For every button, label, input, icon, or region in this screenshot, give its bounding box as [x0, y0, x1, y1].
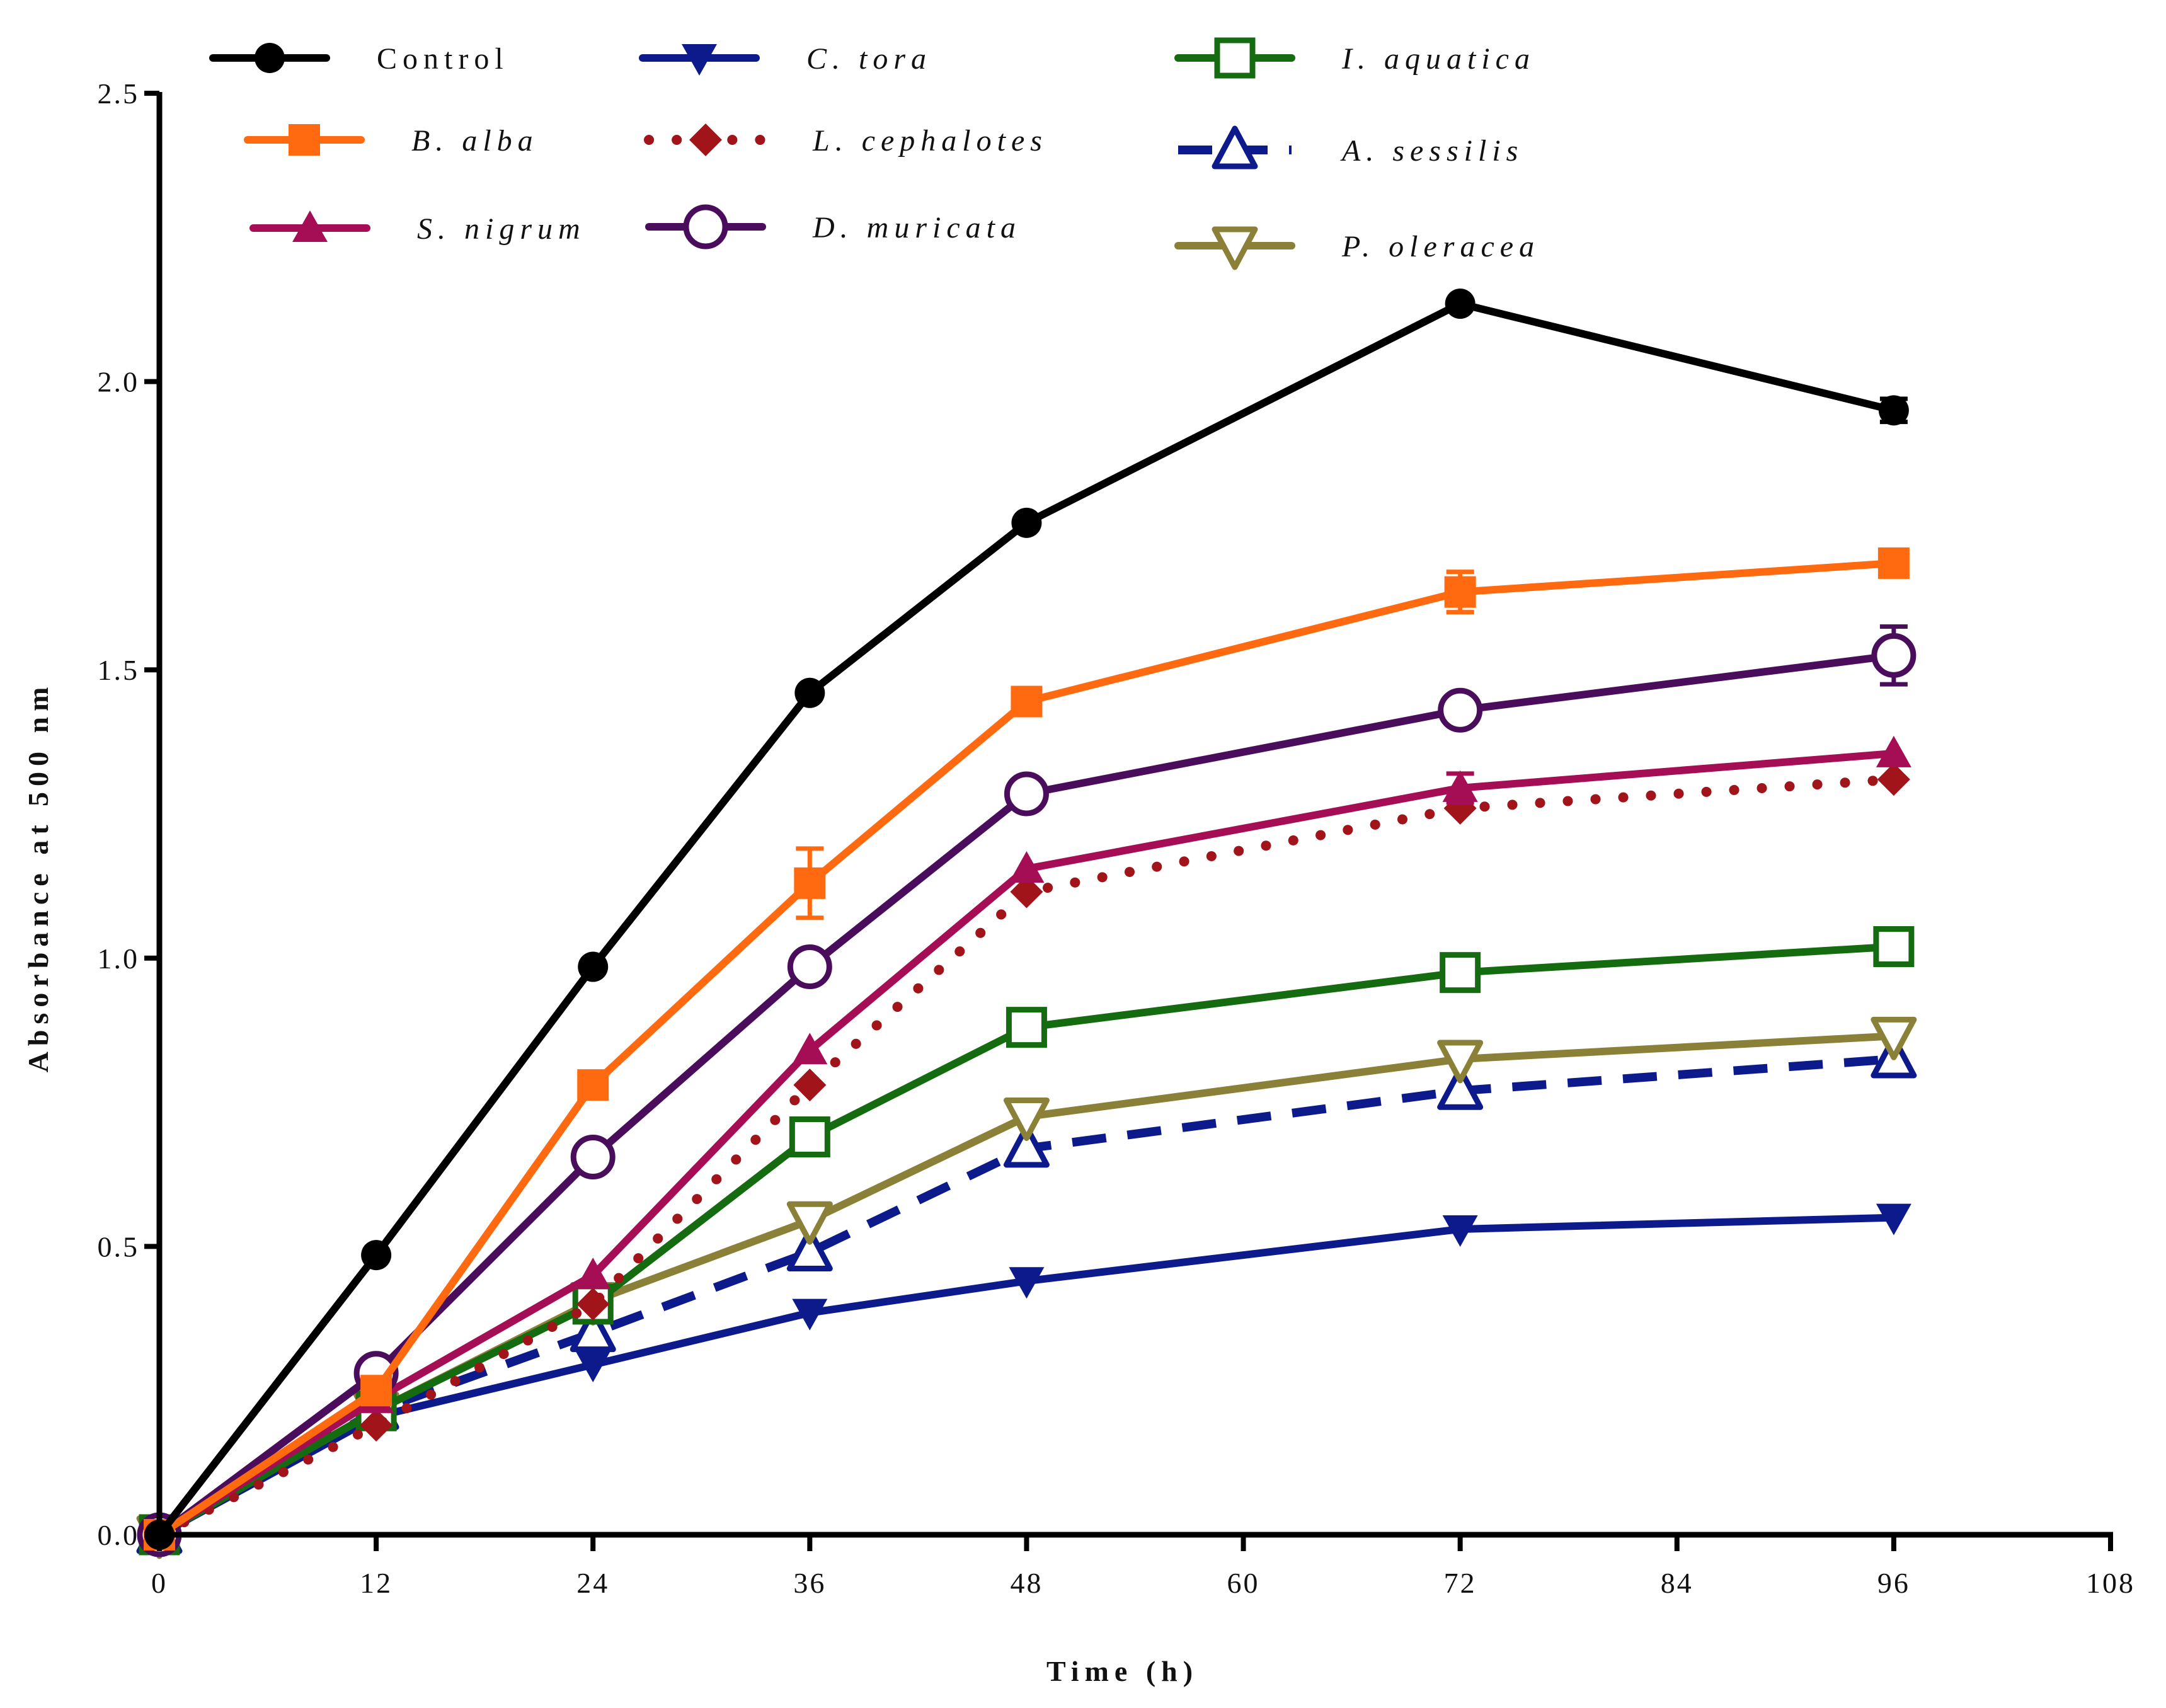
data-point-c-tora: [1876, 1203, 1911, 1235]
data-point-b-alba: [360, 1375, 393, 1407]
series-control: [144, 289, 1909, 1550]
data-point-d-muricata: [1871, 633, 1917, 678]
y-axis-title: Absorbance at 500 nm: [22, 682, 54, 1073]
legend-marker-s-nigrum: [292, 210, 328, 242]
data-point-s-nigrum: [1009, 851, 1045, 883]
legend-item-a-sessilis: A. sessilis: [1178, 125, 1523, 169]
legend-label-i-aquatica: I. aquatica: [1341, 42, 1535, 76]
data-point-d-muricata: [1004, 771, 1049, 817]
legend-marker-a-sessilis: [1212, 125, 1258, 169]
data-point-s-nigrum: [1442, 770, 1478, 802]
x-tick-label: 24: [576, 1567, 609, 1599]
data-point-c-tora: [1442, 1215, 1478, 1247]
axes: 0.0 0.5 1.0 1.5 2.0 2.5 0 12 24 36 48 60 72 84 96 108 Ti…: [22, 77, 2135, 1687]
data-point-control: [794, 677, 825, 708]
legend-item-i-aquatica: I. aquatica: [1174, 37, 1535, 79]
data-point-b-alba: [577, 1069, 609, 1101]
data-point-s-nigrum: [575, 1258, 611, 1290]
legend-marker-p-oleracea: [1212, 226, 1258, 270]
data-point-i-aquatica: [1873, 926, 1915, 967]
data-point-p-oleracea: [1003, 1097, 1050, 1141]
data-point-p-oleracea: [786, 1201, 833, 1245]
data-point-l-cephalotes: [360, 1409, 393, 1442]
y-tick-label: 0.0: [98, 1519, 140, 1551]
legend-item-c-tora: C. tora: [639, 42, 932, 76]
data-point-c-tora: [792, 1298, 828, 1331]
legend-label-s-nigrum: S. nigrum: [417, 212, 586, 246]
data-point-control: [1011, 507, 1042, 538]
legend-item-l-cephalotes: L. cephalotes: [644, 123, 1048, 158]
x-tick-label: 36: [793, 1567, 826, 1599]
data-point-l-cephalotes: [1877, 763, 1910, 796]
data-point-l-cephalotes: [793, 1069, 827, 1102]
series-layer: [136, 289, 1917, 1559]
data-point-s-nigrum: [1876, 735, 1911, 767]
x-tick-label: 72: [1444, 1567, 1477, 1599]
x-tick-label: 48: [1010, 1567, 1043, 1599]
data-point-l-cephalotes: [576, 1287, 610, 1321]
y-tick-label: 2.5: [98, 77, 140, 110]
legend-item-s-nigrum: S. nigrum: [249, 210, 586, 246]
data-point-c-tora: [1009, 1267, 1045, 1299]
data-point-l-cephalotes: [1010, 875, 1043, 908]
series-i-aquatica: [139, 926, 1915, 1556]
data-point-b-alba: [1877, 547, 1910, 579]
data-point-a-sessilis: [570, 1309, 616, 1353]
data-point-c-tora: [575, 1351, 611, 1383]
x-tick-label: 96: [1877, 1567, 1910, 1599]
legend-label-l-cephalotes: L. cephalotes: [812, 124, 1048, 158]
x-axis-title: Time (h): [1046, 1655, 1198, 1687]
legend-item-d-muricata: D. muricata: [645, 204, 1021, 249]
data-point-d-muricata: [570, 1135, 616, 1180]
data-point-p-oleracea: [1871, 1016, 1917, 1060]
data-point-s-nigrum: [792, 1033, 828, 1065]
data-point-a-sessilis: [1437, 1066, 1484, 1110]
x-tick-label: 0: [151, 1567, 168, 1599]
legend-label-p-oleracea: P. oleracea: [1341, 230, 1540, 263]
data-point-b-alba: [1444, 576, 1476, 608]
legend-marker-b-alba: [289, 124, 320, 156]
legend-marker-d-muricata: [683, 204, 728, 249]
legend-item-control: Control: [209, 42, 509, 76]
x-tick-label: 84: [1661, 1567, 1693, 1599]
legend-label-c-tora: C. tora: [806, 42, 932, 76]
data-point-p-oleracea: [1437, 1040, 1484, 1084]
data-point-control: [578, 951, 609, 982]
legend-marker-l-cephalotes: [689, 123, 722, 156]
legend-label-d-muricata: D. muricata: [812, 211, 1021, 244]
legend-item-b-alba: B. alba: [244, 124, 539, 158]
legend-label-control: Control: [377, 42, 509, 76]
data-point-b-alba: [794, 867, 826, 899]
x-tick-label: 12: [360, 1567, 393, 1599]
data-point-d-muricata: [1438, 687, 1483, 733]
data-point-a-sessilis: [1003, 1124, 1050, 1168]
x-tick-label: 60: [1227, 1567, 1260, 1599]
y-tick-label: 1.0: [98, 943, 140, 975]
series-line-control: [156, 300, 1898, 1539]
data-point-b-alba: [1011, 685, 1043, 718]
series-d-muricata: [137, 624, 1917, 1557]
data-point-control: [1445, 289, 1476, 319]
data-point-i-aquatica: [1440, 952, 1481, 994]
y-tick-label: 2.0: [98, 366, 140, 398]
legend-marker-c-tora: [682, 44, 717, 76]
y-tick-label: 1.5: [98, 654, 140, 686]
data-point-d-muricata: [787, 944, 832, 990]
legend-marker-i-aquatica: [1214, 37, 1256, 79]
data-point-a-sessilis: [786, 1228, 833, 1272]
data-point-control: [361, 1240, 392, 1271]
x-tick-label: 108: [2086, 1567, 2135, 1599]
data-point-control: [1878, 395, 1909, 426]
legend-item-p-oleracea: P. oleracea: [1174, 226, 1540, 270]
legend-label-a-sessilis: A. sessilis: [1340, 134, 1523, 168]
legend-marker-control: [255, 43, 285, 73]
data-point-i-aquatica: [1006, 1007, 1047, 1048]
legend-label-b-alba: B. alba: [411, 124, 539, 158]
y-tick-label: 0.5: [98, 1230, 140, 1263]
legend: Control C. tora I. aquatica B. alba L. cepha…: [209, 37, 1540, 270]
data-point-i-aquatica: [789, 1116, 830, 1158]
